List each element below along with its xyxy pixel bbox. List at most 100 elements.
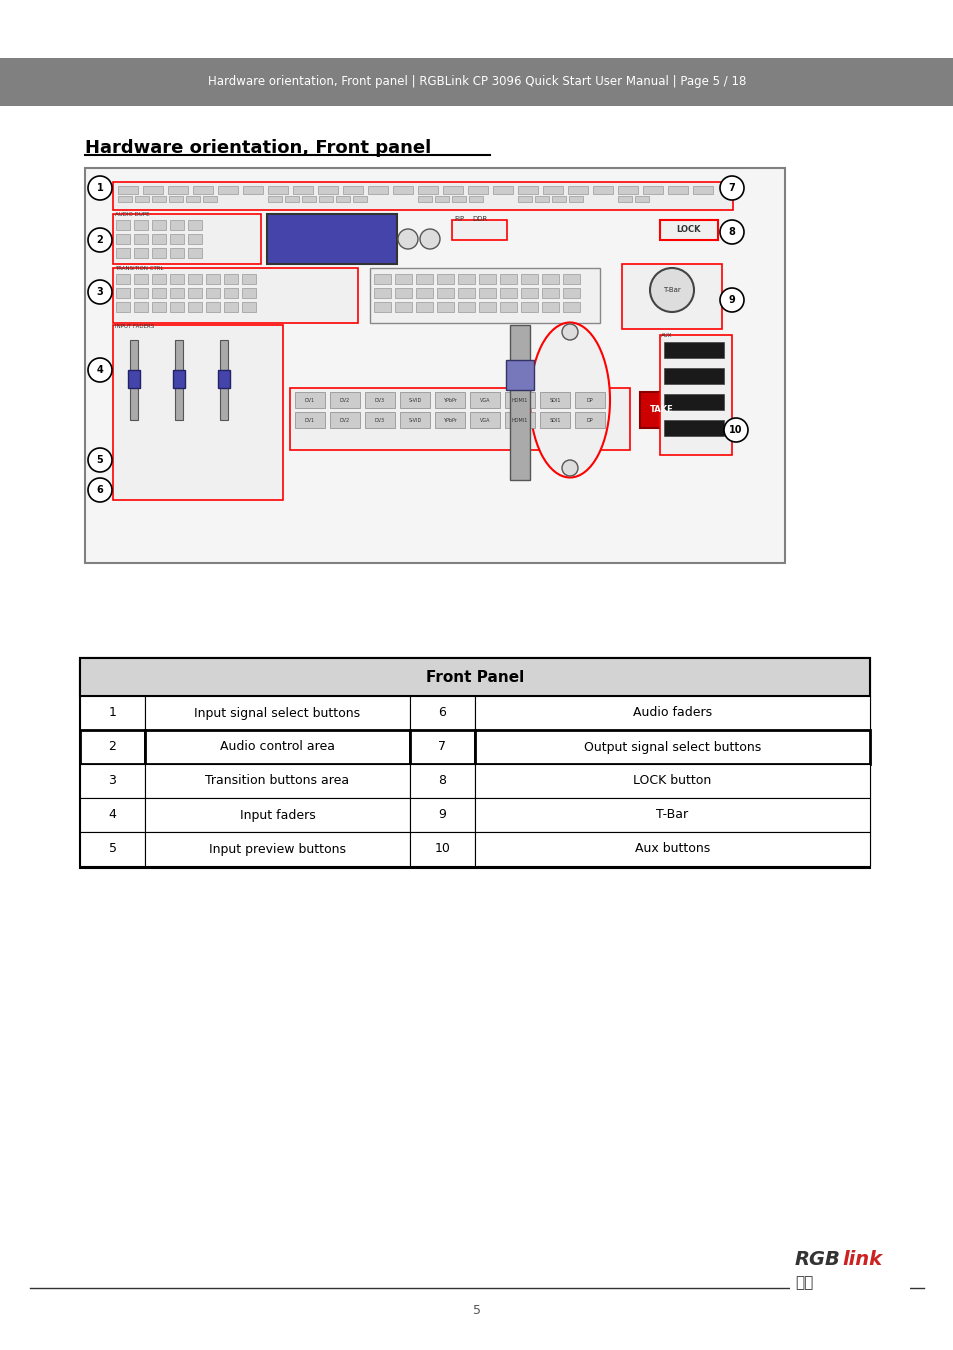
- Bar: [621, 265, 721, 329]
- Bar: [435, 196, 449, 202]
- Bar: [504, 412, 535, 428]
- Circle shape: [88, 448, 112, 472]
- Text: S-VID: S-VID: [408, 417, 421, 423]
- Bar: [112, 182, 732, 211]
- Bar: [370, 269, 599, 323]
- Bar: [80, 798, 145, 832]
- Bar: [575, 392, 604, 408]
- Bar: [470, 392, 499, 408]
- Bar: [242, 288, 255, 298]
- Text: LOCK button: LOCK button: [633, 775, 711, 787]
- Bar: [0, 58, 953, 107]
- Circle shape: [720, 288, 743, 312]
- Bar: [475, 798, 869, 832]
- Bar: [410, 730, 475, 764]
- Bar: [145, 798, 410, 832]
- Bar: [335, 196, 350, 202]
- Bar: [470, 412, 499, 428]
- Bar: [318, 196, 333, 202]
- Bar: [193, 186, 213, 194]
- Bar: [170, 288, 184, 298]
- Text: 4: 4: [109, 809, 116, 822]
- Text: 5: 5: [109, 842, 116, 856]
- Bar: [353, 196, 367, 202]
- Text: 1: 1: [109, 706, 116, 720]
- Bar: [188, 288, 202, 298]
- Circle shape: [723, 418, 747, 441]
- Bar: [206, 274, 220, 284]
- Bar: [457, 302, 475, 312]
- Bar: [452, 196, 465, 202]
- Bar: [170, 234, 184, 244]
- Bar: [436, 302, 454, 312]
- Bar: [330, 392, 359, 408]
- Bar: [475, 764, 869, 798]
- Bar: [365, 392, 395, 408]
- Bar: [116, 234, 130, 244]
- Bar: [436, 274, 454, 284]
- Bar: [145, 764, 410, 798]
- Bar: [510, 325, 530, 481]
- Circle shape: [88, 279, 112, 304]
- Bar: [188, 248, 202, 258]
- Text: DV1: DV1: [305, 417, 314, 423]
- Text: 10: 10: [728, 425, 742, 435]
- Text: YPbPr: YPbPr: [442, 417, 456, 423]
- Bar: [218, 370, 230, 387]
- Circle shape: [720, 220, 743, 244]
- Text: DV2: DV2: [339, 397, 350, 402]
- Text: 5: 5: [96, 455, 103, 464]
- Bar: [618, 186, 638, 194]
- Text: AUDIO DUPE: AUDIO DUPE: [115, 212, 150, 217]
- Text: Hardware orientation, Front panel: Hardware orientation, Front panel: [85, 139, 431, 157]
- Circle shape: [397, 230, 417, 248]
- Text: Transition buttons area: Transition buttons area: [205, 775, 349, 787]
- Bar: [170, 274, 184, 284]
- Bar: [541, 288, 558, 298]
- Bar: [172, 370, 185, 387]
- Text: 2: 2: [109, 741, 116, 753]
- Bar: [416, 302, 433, 312]
- Circle shape: [720, 176, 743, 200]
- Text: INPUT FADERS: INPUT FADERS: [115, 324, 154, 329]
- Bar: [575, 412, 604, 428]
- Circle shape: [88, 478, 112, 502]
- Bar: [395, 302, 412, 312]
- Text: DP: DP: [586, 397, 593, 402]
- Bar: [80, 657, 869, 697]
- Bar: [285, 196, 298, 202]
- Text: VGA: VGA: [479, 417, 490, 423]
- Bar: [539, 392, 569, 408]
- Text: Aux buttons: Aux buttons: [634, 842, 709, 856]
- Bar: [542, 186, 562, 194]
- Circle shape: [649, 269, 693, 312]
- Bar: [188, 302, 202, 312]
- Bar: [365, 412, 395, 428]
- Bar: [80, 832, 145, 865]
- Bar: [294, 412, 325, 428]
- Bar: [659, 220, 718, 240]
- Text: Audio control area: Audio control area: [220, 741, 335, 753]
- Bar: [410, 798, 475, 832]
- Bar: [116, 220, 130, 230]
- Bar: [395, 274, 412, 284]
- Text: 6: 6: [96, 485, 103, 495]
- Text: Hardware orientation, Front panel | RGBLink CP 3096 Quick Start User Manual | Pa: Hardware orientation, Front panel | RGBL…: [208, 76, 745, 89]
- Bar: [493, 186, 513, 194]
- Bar: [116, 302, 130, 312]
- Bar: [642, 186, 662, 194]
- Bar: [128, 370, 140, 387]
- Bar: [145, 697, 410, 730]
- Bar: [80, 764, 145, 798]
- Bar: [475, 730, 869, 764]
- Bar: [116, 274, 130, 284]
- Circle shape: [561, 460, 578, 477]
- Ellipse shape: [530, 323, 609, 478]
- Text: 8: 8: [438, 775, 446, 787]
- Bar: [368, 186, 388, 194]
- Text: HDMI1: HDMI1: [511, 417, 528, 423]
- Bar: [562, 288, 579, 298]
- Bar: [478, 288, 496, 298]
- Bar: [374, 274, 391, 284]
- Bar: [112, 269, 357, 323]
